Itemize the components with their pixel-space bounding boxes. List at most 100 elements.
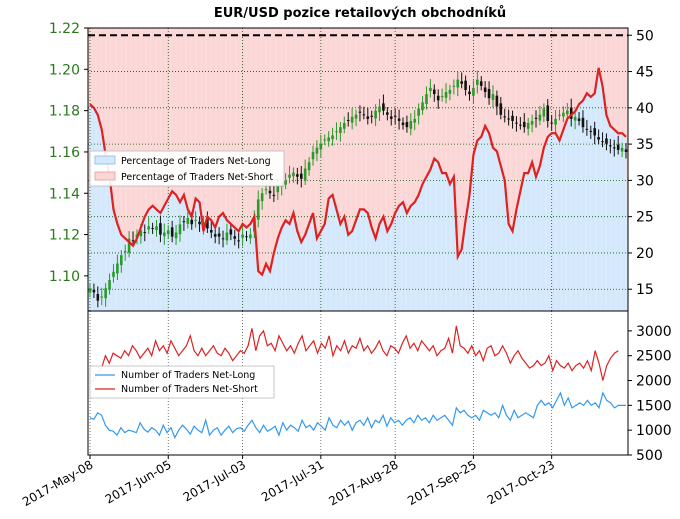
candle-body xyxy=(577,118,581,121)
candle-body xyxy=(272,194,276,196)
candle-body xyxy=(573,116,577,121)
candle-body xyxy=(229,229,233,235)
candle-body xyxy=(339,127,342,133)
candle-body xyxy=(425,94,428,105)
candle-body xyxy=(147,226,150,230)
candle-body xyxy=(217,233,221,237)
candle-body xyxy=(335,131,338,133)
legend-label-net-short: Percentage of Traders Net-Short xyxy=(121,172,273,183)
candle-body xyxy=(245,236,248,238)
candle-body xyxy=(605,138,608,144)
candle-body xyxy=(225,232,229,241)
candle-body xyxy=(554,118,557,125)
candle-body xyxy=(597,137,600,140)
legend-label-net-long: Percentage of Traders Net-Long xyxy=(121,156,271,167)
candle-body xyxy=(127,238,131,253)
candle-body xyxy=(464,80,467,90)
candle-body xyxy=(432,89,436,95)
x-tick-label: 2017-Oct-23 xyxy=(485,457,557,507)
candle-body xyxy=(358,111,362,113)
candle-body xyxy=(612,147,616,149)
candle-body xyxy=(409,120,413,129)
x-tick-label: 2017-May-08 xyxy=(20,457,95,509)
candle-body xyxy=(112,271,115,277)
candle-body xyxy=(92,289,96,293)
candle-body xyxy=(331,135,334,140)
candle-body xyxy=(444,92,448,98)
candle-body xyxy=(601,141,604,143)
candle-body xyxy=(163,232,166,237)
candle-body xyxy=(190,219,194,225)
bottom-legend-box xyxy=(89,365,275,399)
candle-body xyxy=(397,118,401,121)
candle-body xyxy=(530,120,534,125)
candle-body xyxy=(170,227,174,237)
candle-body xyxy=(88,288,92,293)
candle-body xyxy=(405,121,409,128)
candle-body xyxy=(542,108,546,117)
candle-body xyxy=(362,114,366,116)
candle-body xyxy=(382,103,385,111)
left-tick-label: 1.14 xyxy=(49,186,80,202)
candle-body xyxy=(503,116,507,118)
bottom-frame xyxy=(87,310,629,456)
candle-body xyxy=(483,87,487,93)
candle-body xyxy=(249,234,252,239)
right-tick-label: 20 xyxy=(636,246,654,262)
candle-body xyxy=(166,230,170,235)
candle-body xyxy=(186,218,190,224)
left-tick-label: 1.18 xyxy=(49,104,80,120)
candle-body xyxy=(491,94,495,100)
right-tick-label: 50 xyxy=(636,28,654,44)
candle-body xyxy=(413,118,417,123)
candle-body xyxy=(182,221,186,223)
candle-body xyxy=(299,173,303,179)
x-tick-label: 2017-Jun-05 xyxy=(103,457,174,506)
candle-body xyxy=(460,81,463,84)
candle-body xyxy=(354,114,358,119)
candle-body xyxy=(241,234,244,238)
candle-body xyxy=(233,236,237,239)
x-tick-label: 2017-Aug-28 xyxy=(326,457,400,508)
candle-body xyxy=(472,87,475,96)
candle-body xyxy=(350,116,354,123)
candle-body xyxy=(284,180,287,185)
left-tick-label: 1.16 xyxy=(49,145,80,161)
top-legend: Percentage of Traders Net-Long Percentag… xyxy=(89,150,285,187)
right-tick-label: 40 xyxy=(636,101,654,117)
right-tick-label: 45 xyxy=(636,65,654,81)
candle-body xyxy=(311,151,315,160)
candle-body xyxy=(386,112,389,115)
right-axis-ticks-bottom: 500 1000 1500 2000 2500 3000 xyxy=(628,324,672,464)
net-long-fill-area xyxy=(88,67,628,312)
candle-body xyxy=(370,115,373,117)
candle-body xyxy=(159,223,162,235)
candle-body xyxy=(343,123,346,129)
candle-body xyxy=(209,230,213,233)
candle-body xyxy=(315,147,319,154)
right-tick-label: 35 xyxy=(636,137,654,153)
right-tick-label: 2500 xyxy=(636,349,672,365)
candle-body xyxy=(589,130,593,132)
candle-body xyxy=(429,87,432,92)
candle-body xyxy=(585,128,589,130)
candle-body xyxy=(178,224,182,235)
candle-body xyxy=(260,193,264,202)
candle-body xyxy=(620,147,624,152)
candle-body xyxy=(522,121,526,128)
candle-body xyxy=(393,115,397,117)
right-axis-ticks-top: 15 20 25 30 35 40 45 50 xyxy=(628,28,654,298)
candle-body xyxy=(507,118,510,120)
right-tick-label: 1500 xyxy=(636,398,672,414)
chart-title: EUR/USD pozice retailových obchodníků xyxy=(214,6,506,21)
candle-body xyxy=(581,117,585,128)
x-tick-label: 2017-Sep-25 xyxy=(405,457,479,508)
legend-label-net-long-count: Number of Traders Net-Long xyxy=(121,370,255,381)
candle-body xyxy=(346,119,350,121)
candle-body xyxy=(519,124,522,126)
candle-body xyxy=(131,240,135,242)
left-axis-ticks: 1.10 1.12 1.14 1.16 1.18 1.20 1.22 xyxy=(49,21,88,285)
candle-body xyxy=(546,105,550,121)
bottom-legend: Number of Traders Net-Long Number of Tra… xyxy=(89,365,275,399)
